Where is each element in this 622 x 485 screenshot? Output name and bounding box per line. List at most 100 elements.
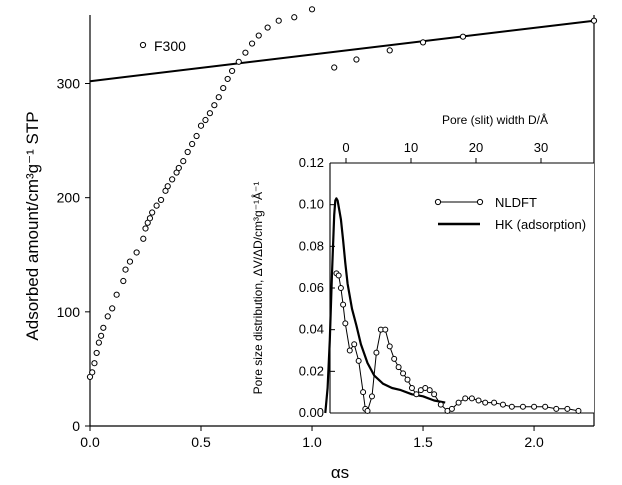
inset-y-tick-label: 0.12 bbox=[299, 155, 324, 170]
inset-ticks: 0.00 0.02 0.04 0.06 0.08 0.10 0.12 0 10 20 30 bbox=[299, 140, 549, 420]
inset-y-tick-label: 0.00 bbox=[299, 405, 324, 420]
inset-top-tick-label: 10 bbox=[404, 140, 418, 155]
inset-top-axis-label: Pore (slit) width D/Å bbox=[442, 112, 548, 127]
main-data-point bbox=[184, 148, 191, 156]
inset-top-tick-label: 30 bbox=[534, 140, 548, 155]
nldft-data-point bbox=[437, 401, 444, 408]
main-data-point bbox=[104, 313, 111, 320]
inset-background bbox=[330, 163, 594, 413]
main-data-point bbox=[228, 67, 236, 75]
main-data-point bbox=[149, 209, 156, 216]
inset-top-tick-label: 0 bbox=[342, 140, 349, 155]
main-data-point bbox=[215, 94, 222, 101]
main-data-point bbox=[331, 64, 338, 71]
main-data-point bbox=[419, 39, 427, 46]
nldft-data-point bbox=[499, 401, 506, 408]
main-data-point bbox=[169, 176, 176, 183]
inset-top-tick-label: 20 bbox=[469, 140, 483, 155]
main-data-point bbox=[224, 75, 231, 83]
main-y-tick-label: 100 bbox=[57, 304, 81, 320]
main-data-point bbox=[142, 225, 149, 232]
nldft-data-point bbox=[346, 347, 353, 354]
nldft-data-point bbox=[342, 320, 349, 327]
nldft-data-point bbox=[351, 341, 358, 348]
inset-y-tick-label: 0.02 bbox=[299, 363, 324, 378]
main-data-point bbox=[98, 332, 105, 339]
main-data-point bbox=[189, 140, 196, 148]
main-data-point bbox=[211, 102, 218, 109]
nldft-data-point bbox=[364, 407, 371, 414]
nldft-data-point bbox=[508, 403, 515, 410]
main-data-point bbox=[122, 266, 129, 273]
main-data-point bbox=[202, 116, 209, 124]
main-data-point bbox=[126, 258, 134, 265]
main-data-point bbox=[175, 164, 182, 172]
nldft-data-point bbox=[386, 343, 393, 350]
main-data-point bbox=[157, 196, 165, 204]
nldft-data-point bbox=[531, 403, 538, 410]
main-data-point bbox=[193, 132, 200, 140]
main-data-point bbox=[308, 6, 316, 13]
main-data-point bbox=[93, 349, 100, 357]
nldft-data-point bbox=[337, 285, 344, 291]
nldft-data-point bbox=[335, 272, 342, 279]
main-data-point bbox=[248, 40, 256, 47]
main-x-axis-label: αs bbox=[331, 463, 349, 480]
main-data-point bbox=[91, 360, 98, 367]
main-data-point bbox=[164, 183, 171, 190]
inset-legend: NLDFT HK (adsorption) bbox=[434, 195, 586, 232]
main-data-point bbox=[146, 215, 154, 222]
nldft-data-point bbox=[391, 355, 398, 362]
nldft-data-point bbox=[462, 395, 469, 402]
nldft-data-point bbox=[368, 393, 375, 400]
legend-hk-label: HK (adsorption) bbox=[495, 217, 586, 232]
nldft-data-point bbox=[468, 395, 475, 402]
nldft-data-point bbox=[340, 301, 347, 308]
main-data-point bbox=[120, 277, 127, 285]
main-data-point bbox=[242, 49, 249, 56]
main-data-point bbox=[459, 33, 467, 40]
nldft-data-point bbox=[382, 326, 389, 333]
nldft-data-point bbox=[553, 405, 560, 412]
nldft-data-point bbox=[519, 403, 526, 410]
nldft-data-point bbox=[455, 399, 462, 406]
nldft-data-point bbox=[408, 385, 415, 391]
main-y-axis-label: Adsorbed amount/cm³g⁻¹ STP bbox=[23, 111, 42, 340]
main-x-tick-label: 1.0 bbox=[302, 434, 322, 450]
main-marks bbox=[86, 6, 598, 381]
nldft-data-point bbox=[564, 405, 571, 412]
main-data-point bbox=[264, 24, 271, 31]
nldft-data-point bbox=[491, 399, 498, 406]
main-y-tick-label: 300 bbox=[57, 76, 81, 92]
nldft-data-point bbox=[448, 405, 455, 412]
main-data-point bbox=[197, 122, 205, 129]
inset-marks bbox=[324, 197, 582, 414]
f300-annotation: F300 bbox=[154, 38, 186, 54]
legend-nldft-marker bbox=[434, 198, 442, 206]
legend-nldft-label: NLDFT bbox=[495, 195, 537, 210]
nldft-data-point bbox=[373, 349, 380, 356]
main-x-tick-label: 0.0 bbox=[80, 434, 100, 450]
nldft-data-point bbox=[475, 397, 482, 404]
nldft-data-point bbox=[413, 391, 420, 398]
main-data-point bbox=[113, 291, 120, 298]
nldft-data-point bbox=[400, 370, 407, 377]
nldft-data-point bbox=[355, 357, 362, 364]
nldft-data-point bbox=[426, 387, 433, 394]
inset-y-tick-label: 0.04 bbox=[299, 322, 324, 337]
nldft-data-point bbox=[404, 376, 411, 383]
inset-y-tick-label: 0.10 bbox=[299, 197, 324, 212]
nldft-data-point bbox=[431, 391, 438, 398]
main-y-tick-label: 0 bbox=[72, 418, 80, 434]
nldft-data-point bbox=[360, 389, 367, 396]
main-data-point bbox=[353, 56, 360, 63]
main-fit-line bbox=[89, 19, 595, 83]
main-x-tick-label: 0.5 bbox=[191, 434, 211, 450]
hk-series-line bbox=[324, 197, 446, 414]
nldft-data-point bbox=[482, 399, 489, 406]
legend-nldft-marker bbox=[476, 198, 484, 206]
nldft-data-point bbox=[575, 407, 582, 414]
main-data-point bbox=[95, 339, 102, 346]
